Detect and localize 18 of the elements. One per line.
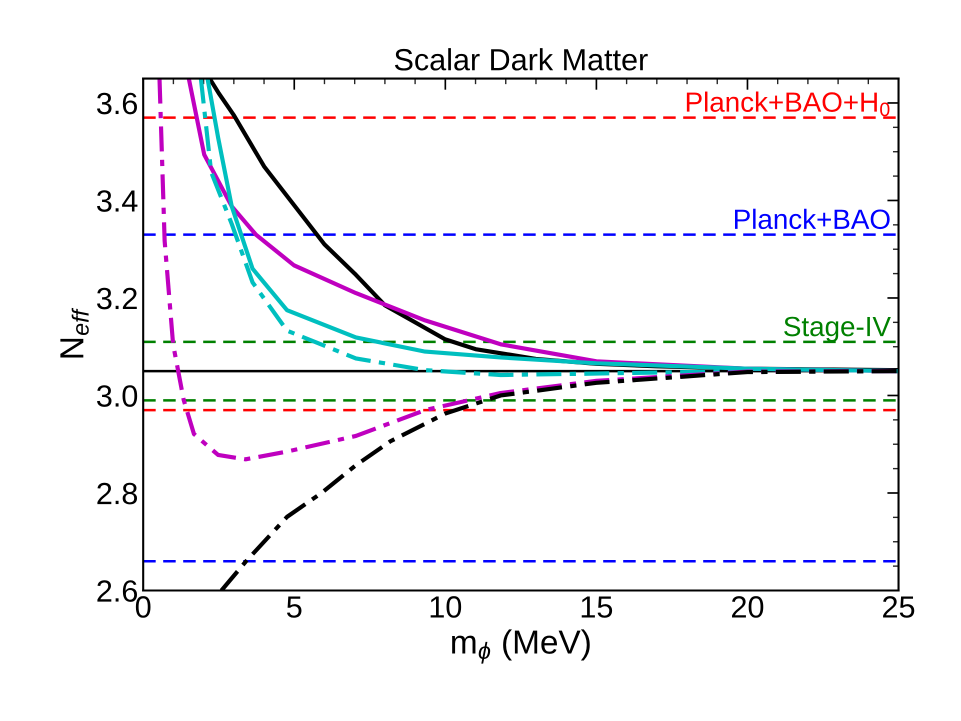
y-axis-title: N$_{eff}$ — [60, 308, 89, 358]
x-tick-label: 0 — [136, 596, 150, 618]
x-tick-label: 10 — [430, 596, 462, 618]
ref-line-label: Planck+BAO — [735, 208, 890, 230]
x-tick-label: 25 — [883, 596, 914, 618]
x-tick-label: 20 — [732, 596, 764, 618]
x-tick-label: 5 — [286, 596, 302, 618]
y-tick-label: 2.8 — [97, 482, 138, 504]
chart-title: Scalar Dark Matter — [394, 48, 648, 71]
x-axis-title: m$_{ϕ}$ (MeV) — [452, 629, 590, 664]
y-tick-label: 3.4 — [97, 190, 138, 212]
y-tick-label: 3.0 — [97, 385, 138, 407]
x-tick-label: 15 — [582, 596, 612, 618]
y-tick-label: 3.6 — [97, 92, 137, 114]
ref-line-label: Stage-IV — [784, 316, 891, 342]
y-tick-label: 2.6 — [97, 580, 137, 602]
y-tick-label: 3.2 — [97, 288, 137, 310]
ref-line-label: Planck+BAO+H$_{0}$ — [686, 92, 890, 116]
